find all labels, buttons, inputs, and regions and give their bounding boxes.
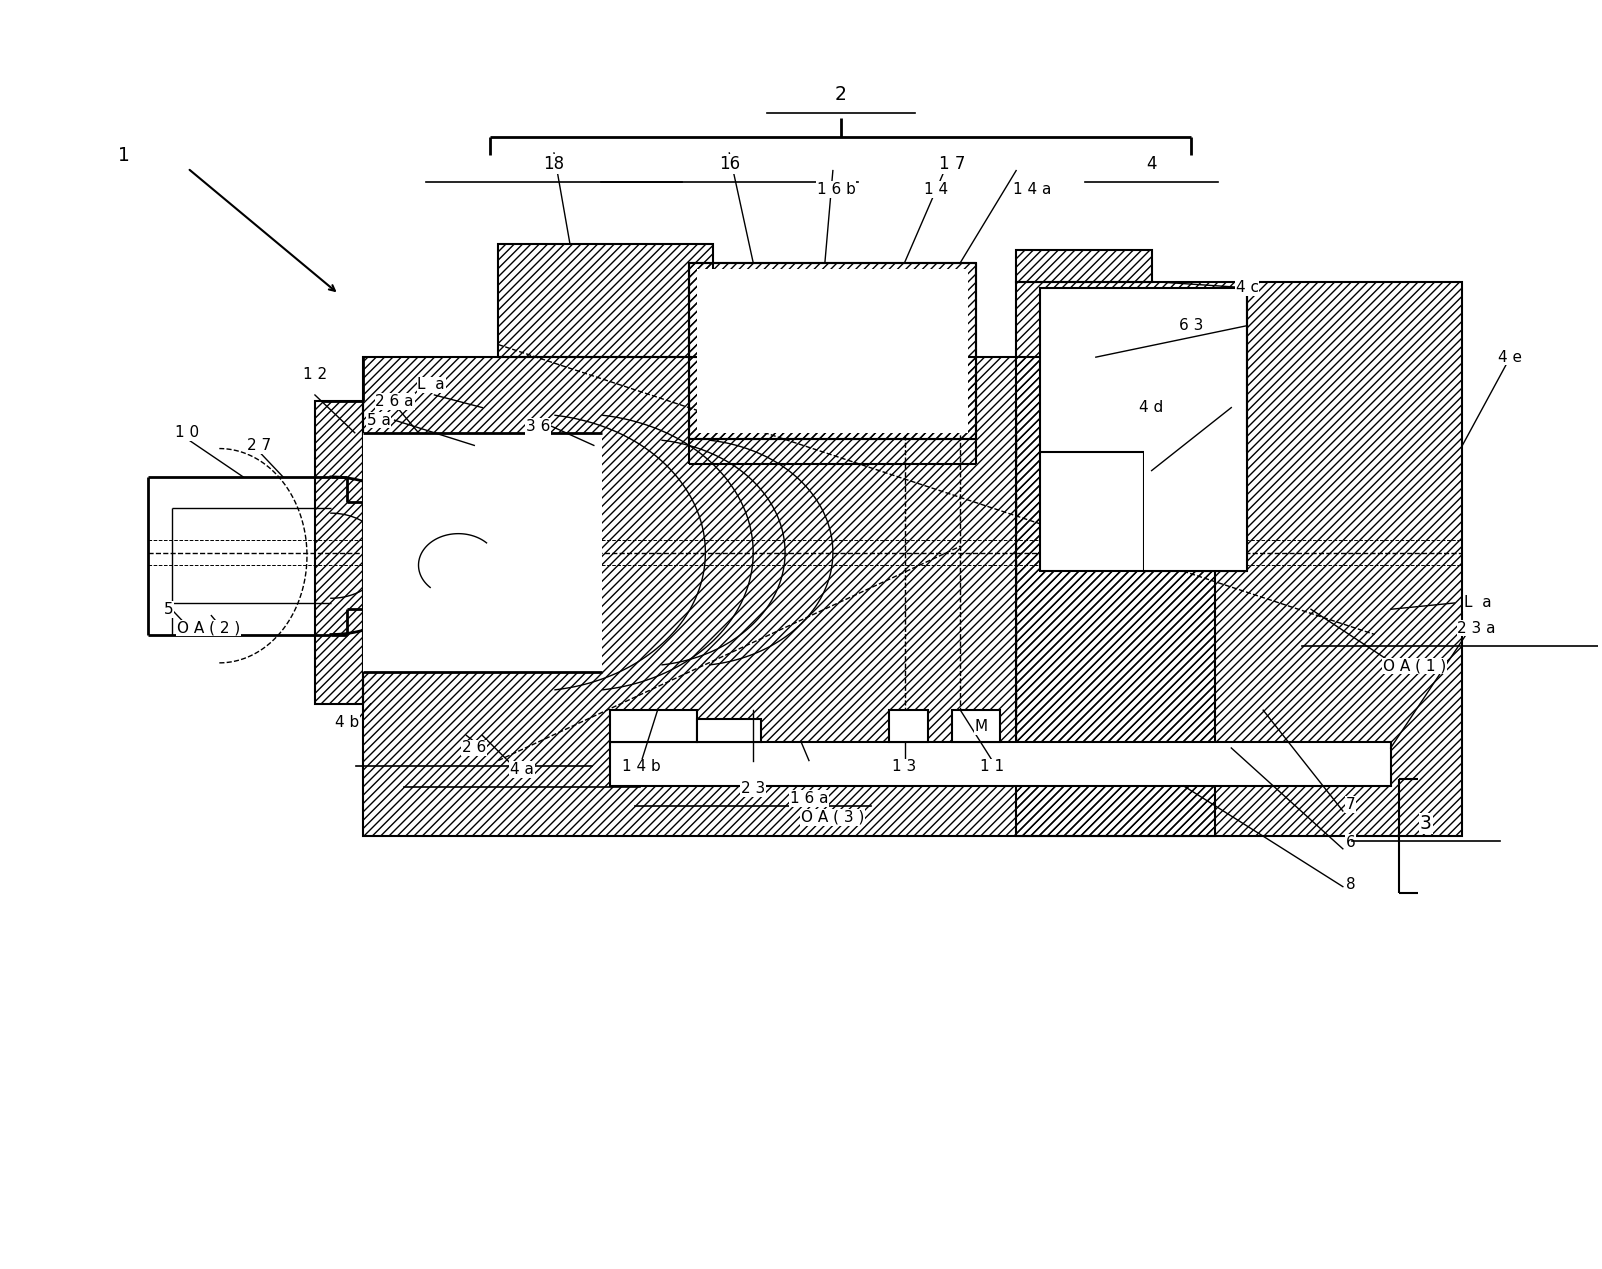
Bar xyxy=(953,711,1000,741)
Bar xyxy=(362,471,370,641)
Text: O A ( 1 ): O A ( 1 ) xyxy=(1383,659,1447,674)
Bar xyxy=(1016,250,1152,282)
Bar xyxy=(689,263,976,439)
Bar xyxy=(362,357,1216,836)
Bar xyxy=(1144,452,1248,571)
Text: 3: 3 xyxy=(1419,815,1432,834)
Bar xyxy=(697,720,761,741)
Text: 4 d: 4 d xyxy=(1139,400,1163,415)
Text: 2 6 a: 2 6 a xyxy=(375,393,413,409)
Text: 1 4 a: 1 4 a xyxy=(1012,181,1051,197)
Bar xyxy=(697,269,968,433)
Text: 4 a: 4 a xyxy=(509,761,533,777)
Bar xyxy=(498,244,713,357)
Text: 4 c: 4 c xyxy=(1235,280,1259,296)
Bar xyxy=(889,711,929,741)
Bar xyxy=(362,433,602,673)
Text: 4 b: 4 b xyxy=(335,716,359,730)
Text: 1 7: 1 7 xyxy=(939,155,966,174)
Text: 16: 16 xyxy=(719,155,740,174)
Bar xyxy=(316,401,362,704)
Text: 5 a: 5 a xyxy=(367,412,391,428)
Bar xyxy=(316,401,362,704)
Text: 1 0: 1 0 xyxy=(175,425,200,440)
Text: 1 6 b: 1 6 b xyxy=(817,181,855,197)
Bar xyxy=(610,741,1391,786)
Text: 18: 18 xyxy=(543,155,564,174)
Text: 7: 7 xyxy=(1346,797,1355,812)
Bar xyxy=(610,711,697,741)
Text: 2 7: 2 7 xyxy=(247,438,271,453)
Text: 4: 4 xyxy=(1147,155,1157,174)
Bar xyxy=(1016,282,1463,836)
Text: O A ( 2 ): O A ( 2 ) xyxy=(176,621,240,636)
Text: 1 6 a: 1 6 a xyxy=(790,791,828,806)
Text: 3 6: 3 6 xyxy=(525,419,549,434)
Text: 8: 8 xyxy=(1346,877,1355,892)
Bar xyxy=(362,357,1216,836)
Bar xyxy=(1016,250,1152,282)
Text: 5: 5 xyxy=(163,602,173,617)
Text: 6 3: 6 3 xyxy=(1179,319,1203,334)
Text: 1 3: 1 3 xyxy=(892,759,916,774)
Text: L  a: L a xyxy=(1464,595,1491,610)
Text: 2 3 a: 2 3 a xyxy=(1458,621,1496,636)
Bar xyxy=(1016,282,1463,836)
Text: L  a: L a xyxy=(418,377,445,392)
Text: 6: 6 xyxy=(1346,835,1355,850)
Text: 1 1: 1 1 xyxy=(980,759,1004,774)
Text: 2 6: 2 6 xyxy=(461,740,487,755)
Bar xyxy=(1040,288,1248,571)
Text: 2 3: 2 3 xyxy=(742,780,766,796)
Text: 1 2: 1 2 xyxy=(303,367,327,382)
Text: O A ( 3 ): O A ( 3 ) xyxy=(801,810,865,825)
Text: M: M xyxy=(974,720,988,733)
Text: 1 4 b: 1 4 b xyxy=(622,759,662,774)
Text: 1 4: 1 4 xyxy=(924,181,948,197)
Text: 2: 2 xyxy=(835,85,847,104)
Bar xyxy=(689,263,976,439)
Bar xyxy=(498,244,713,357)
Text: 4 e: 4 e xyxy=(1498,350,1522,364)
Text: 1: 1 xyxy=(119,146,130,165)
